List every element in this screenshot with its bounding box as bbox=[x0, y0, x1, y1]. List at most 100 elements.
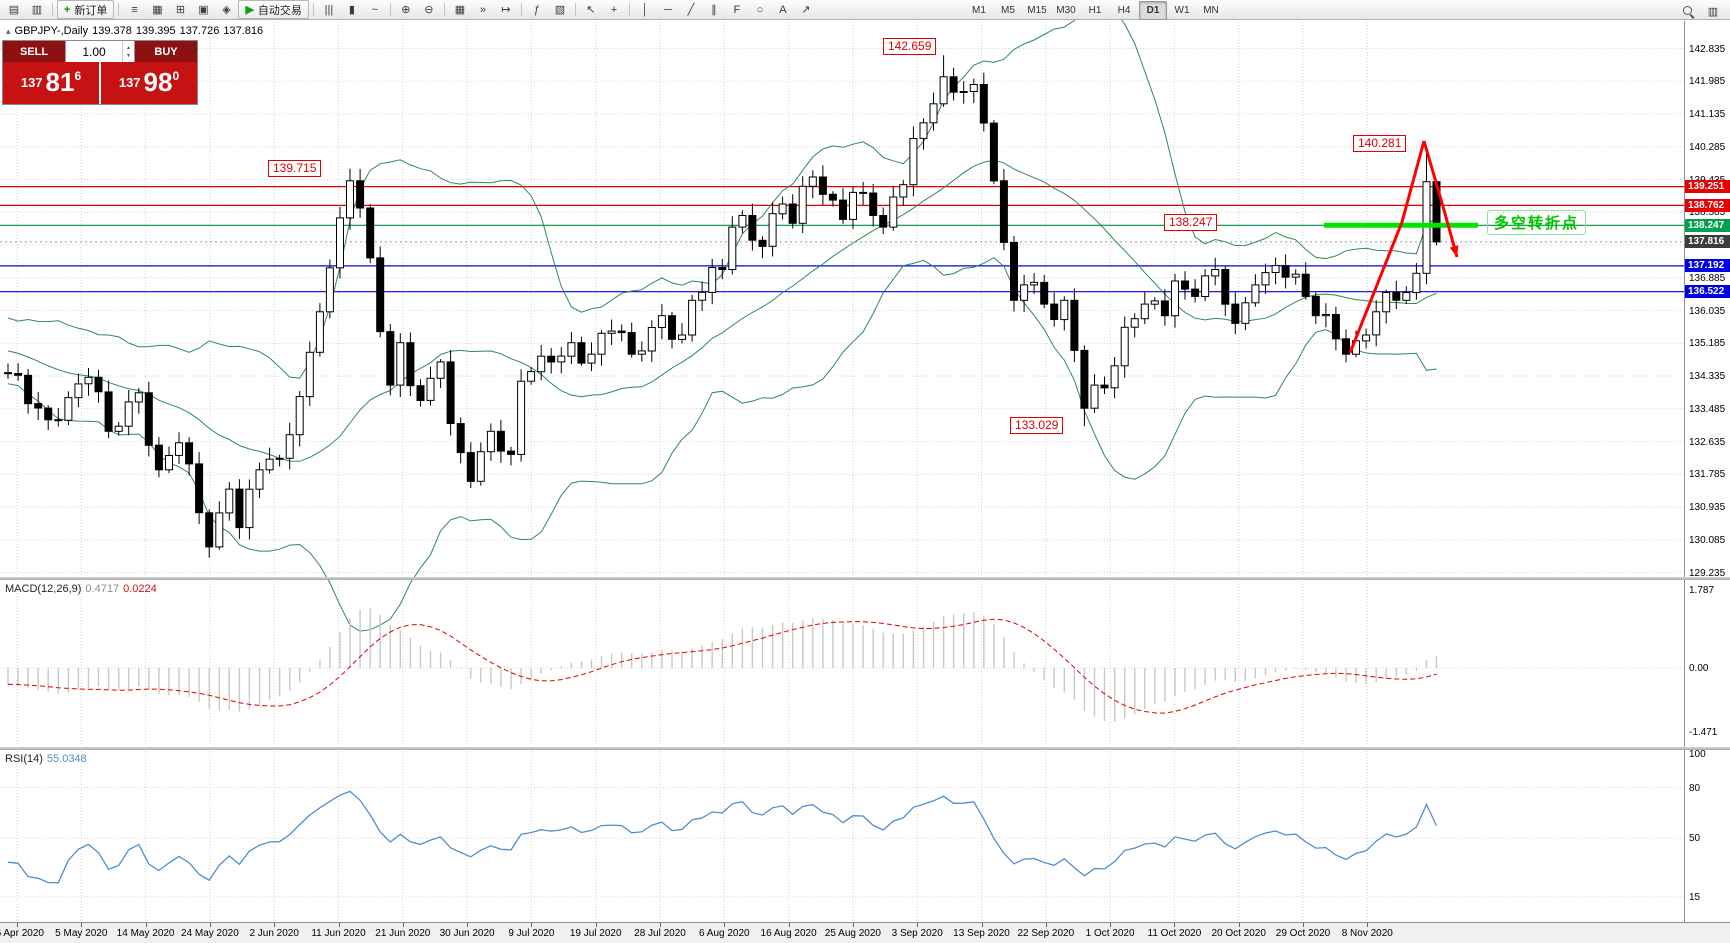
autotrade-button-label: 自动交易 bbox=[257, 4, 302, 17]
new-chart-icon: ▤ bbox=[8, 4, 20, 16]
panel-divider-rsi[interactable] bbox=[0, 747, 1730, 750]
timeframe-d1[interactable]: D1 bbox=[1139, 1, 1167, 20]
tile-windows-icon[interactable]: ▦ bbox=[449, 0, 471, 19]
volume-field: ▲ ▼ bbox=[65, 41, 135, 62]
autotrade-button[interactable]: ▶ 自动交易 bbox=[238, 0, 309, 19]
sell-price-figure: 137 bbox=[20, 75, 43, 90]
timeframe-mn[interactable]: MN bbox=[1203, 5, 1219, 16]
volume-input[interactable] bbox=[66, 41, 122, 62]
date-axis-label: 29 Oct 2020 bbox=[1275, 928, 1331, 939]
timeframe-w1[interactable]: W1 bbox=[1174, 5, 1190, 16]
chart-shift-icon[interactable]: ↦ bbox=[495, 0, 517, 19]
price-annotation-142.659[interactable]: 142.659 bbox=[883, 38, 937, 55]
profiles-icon[interactable]: ▥ bbox=[26, 0, 48, 19]
macd-axis-label: -1.471 bbox=[1689, 727, 1718, 739]
fibonacci-icon[interactable]: F bbox=[726, 0, 748, 19]
zoom-out-icon[interactable]: ⊖ bbox=[418, 0, 440, 19]
new-order-button[interactable]: + 新订单 bbox=[57, 0, 115, 19]
data-window-icon[interactable]: ▦ bbox=[146, 0, 168, 19]
date-tick bbox=[402, 923, 404, 927]
date-tick bbox=[595, 923, 597, 927]
toolbar-separator bbox=[443, 3, 445, 16]
candlestick-chart-icon[interactable]: ▮ bbox=[341, 0, 363, 19]
navigator-icon: ⊞ bbox=[175, 4, 186, 16]
line-chart-icon[interactable]: ~ bbox=[364, 0, 386, 19]
cursor-icon: ↖ bbox=[586, 4, 596, 16]
market-watch-icon[interactable]: ≡ bbox=[123, 0, 145, 19]
price-axis-label: 135.185 bbox=[1689, 338, 1726, 350]
panel-divider-macd[interactable] bbox=[0, 577, 1730, 580]
price-annotation-140.281[interactable]: 140.281 bbox=[1353, 135, 1407, 152]
price-annotation-138.247[interactable]: 138.247 bbox=[1164, 214, 1218, 231]
buy-button[interactable]: BUY bbox=[135, 41, 197, 62]
price-axis-label: 133.485 bbox=[1689, 403, 1726, 415]
trendline-icon[interactable]: ╱ bbox=[680, 0, 702, 19]
timeframe-h4[interactable]: H4 bbox=[1117, 5, 1131, 16]
vertical-line-icon[interactable]: │ bbox=[634, 0, 656, 19]
crosshair-icon[interactable]: + bbox=[603, 0, 625, 19]
price-annotation-139.715[interactable]: 139.715 bbox=[268, 160, 322, 177]
bar-chart-icon: ||| bbox=[324, 3, 334, 16]
date-axis-label: 11 Jun 2020 bbox=[311, 928, 366, 939]
chart-grid bbox=[0, 22, 1684, 921]
toolbar-separator bbox=[628, 3, 630, 16]
buy-price-button[interactable]: 137 98 0 bbox=[101, 62, 197, 104]
navigator-icon[interactable]: ⊞ bbox=[169, 0, 191, 19]
timeframe-m5[interactable]: M5 bbox=[1001, 5, 1015, 16]
price-axis-label: 141.135 bbox=[1689, 109, 1726, 120]
terminal-icon[interactable]: ▣ bbox=[192, 0, 214, 19]
quote-symbol: GBPJPY-,Daily bbox=[14, 25, 89, 37]
window-list-icon[interactable]: ▥ bbox=[1707, 6, 1719, 18]
rsi-value: 55.0348 bbox=[46, 753, 87, 765]
date-tick bbox=[274, 923, 276, 927]
rsi-axis-label: 100 bbox=[1689, 748, 1706, 760]
new-order-icon: + bbox=[64, 3, 71, 16]
indicators-icon[interactable]: ƒ bbox=[526, 0, 548, 19]
toolbar-separator bbox=[52, 3, 53, 16]
sell-price-pips: 81 bbox=[45, 67, 75, 97]
timeframe-m1[interactable]: M1 bbox=[972, 5, 986, 16]
equidistant-channel-icon[interactable]: ∥ bbox=[703, 0, 725, 19]
toolbar-separator bbox=[520, 3, 522, 16]
cursor-icon[interactable]: ↖ bbox=[580, 0, 602, 19]
bar-chart-icon[interactable]: ||| bbox=[318, 0, 340, 19]
search-icon[interactable] bbox=[1681, 4, 1696, 19]
date-tick bbox=[981, 923, 983, 927]
price-axis-label: 131.785 bbox=[1689, 469, 1726, 481]
price-annotation-133.029[interactable]: 133.029 bbox=[1010, 417, 1064, 434]
volume-up-button[interactable]: ▲ bbox=[126, 44, 131, 51]
toolbar-separator bbox=[574, 3, 576, 16]
timeframe-m30[interactable]: M30 bbox=[1056, 5, 1076, 16]
shapes-icon[interactable]: ○ bbox=[749, 0, 771, 19]
terminal-icon: ▣ bbox=[198, 4, 209, 16]
rsi-line bbox=[7, 790, 1438, 884]
auto-scroll-icon[interactable]: » bbox=[472, 0, 494, 19]
text-icon[interactable]: A bbox=[772, 0, 794, 19]
timeframe-m15[interactable]: M15 bbox=[1027, 5, 1047, 16]
sell-price-button[interactable]: 137 81 6 bbox=[3, 62, 99, 104]
line-chart-icon: ~ bbox=[371, 3, 379, 16]
sell-button[interactable]: SELL bbox=[3, 41, 65, 62]
trend-arrow[interactable] bbox=[1348, 140, 1459, 354]
timeframe-h1[interactable]: H1 bbox=[1088, 5, 1102, 16]
turning-point-note[interactable]: 多空转折点 bbox=[1487, 210, 1587, 235]
horizontal-line-icon[interactable]: ─ bbox=[657, 0, 679, 19]
date-axis-label: 8 Nov 2020 bbox=[1341, 928, 1393, 939]
volume-down-button[interactable]: ▼ bbox=[126, 52, 131, 59]
zoom-in-icon[interactable]: ⊕ bbox=[395, 0, 417, 19]
arrow-objects-icon[interactable]: ↗ bbox=[795, 0, 817, 19]
price-axis-label: 136.035 bbox=[1689, 305, 1726, 317]
price-axis-label: 130.085 bbox=[1689, 534, 1726, 546]
rsi-axis-label: 80 bbox=[1689, 782, 1701, 794]
quote-close: 137.816 bbox=[223, 25, 264, 37]
templates-icon[interactable]: ▧ bbox=[549, 0, 571, 19]
date-tick bbox=[1110, 923, 1112, 927]
price-tag-137.192: 137.192 bbox=[1685, 259, 1730, 273]
price-axis-label: 141.985 bbox=[1689, 76, 1726, 88]
date-axis[interactable]: 26 Apr 2020 5 May 2020 14 May 2020 24 May 2… bbox=[0, 922, 1730, 943]
strategy-tester-icon[interactable]: ◈ bbox=[215, 0, 237, 19]
new-chart-icon[interactable]: ▤ bbox=[3, 0, 25, 19]
